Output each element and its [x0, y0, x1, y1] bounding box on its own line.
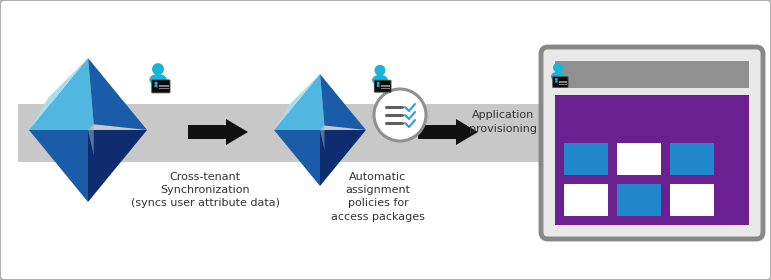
- Ellipse shape: [555, 81, 557, 83]
- FancyBboxPatch shape: [553, 76, 568, 88]
- Bar: [564, 143, 608, 175]
- Bar: [617, 143, 661, 175]
- Circle shape: [152, 63, 164, 75]
- Polygon shape: [29, 58, 94, 130]
- Ellipse shape: [377, 85, 380, 87]
- Circle shape: [553, 63, 563, 73]
- Polygon shape: [29, 58, 88, 130]
- Ellipse shape: [372, 75, 388, 85]
- Ellipse shape: [154, 85, 158, 87]
- Text: Automatic
assignment
policies for
access packages: Automatic assignment policies for access…: [331, 172, 425, 221]
- Bar: [670, 143, 714, 175]
- Polygon shape: [274, 74, 325, 130]
- Bar: [617, 184, 661, 216]
- FancyBboxPatch shape: [541, 47, 763, 239]
- Ellipse shape: [150, 74, 167, 85]
- Circle shape: [154, 81, 158, 85]
- Polygon shape: [320, 74, 366, 130]
- FancyBboxPatch shape: [374, 80, 391, 92]
- Circle shape: [374, 89, 426, 141]
- Circle shape: [375, 65, 386, 76]
- Polygon shape: [88, 124, 94, 155]
- Circle shape: [555, 78, 557, 81]
- Bar: [564, 184, 608, 216]
- Circle shape: [377, 82, 380, 85]
- FancyBboxPatch shape: [152, 80, 170, 93]
- Polygon shape: [29, 130, 88, 202]
- Polygon shape: [418, 119, 478, 145]
- Bar: [555, 61, 749, 88]
- Polygon shape: [274, 74, 320, 130]
- Text: Cross-tenant
Synchronization
(syncs user attribute data): Cross-tenant Synchronization (syncs user…: [130, 172, 280, 208]
- Ellipse shape: [550, 72, 565, 81]
- Bar: [555, 95, 749, 225]
- Polygon shape: [320, 130, 366, 186]
- Polygon shape: [320, 125, 325, 150]
- Polygon shape: [88, 130, 147, 202]
- Bar: [18, 104, 548, 162]
- Text: Application
provisioning: Application provisioning: [469, 110, 537, 134]
- Bar: [670, 184, 714, 216]
- Polygon shape: [88, 58, 147, 130]
- Polygon shape: [274, 130, 320, 186]
- Polygon shape: [188, 119, 248, 145]
